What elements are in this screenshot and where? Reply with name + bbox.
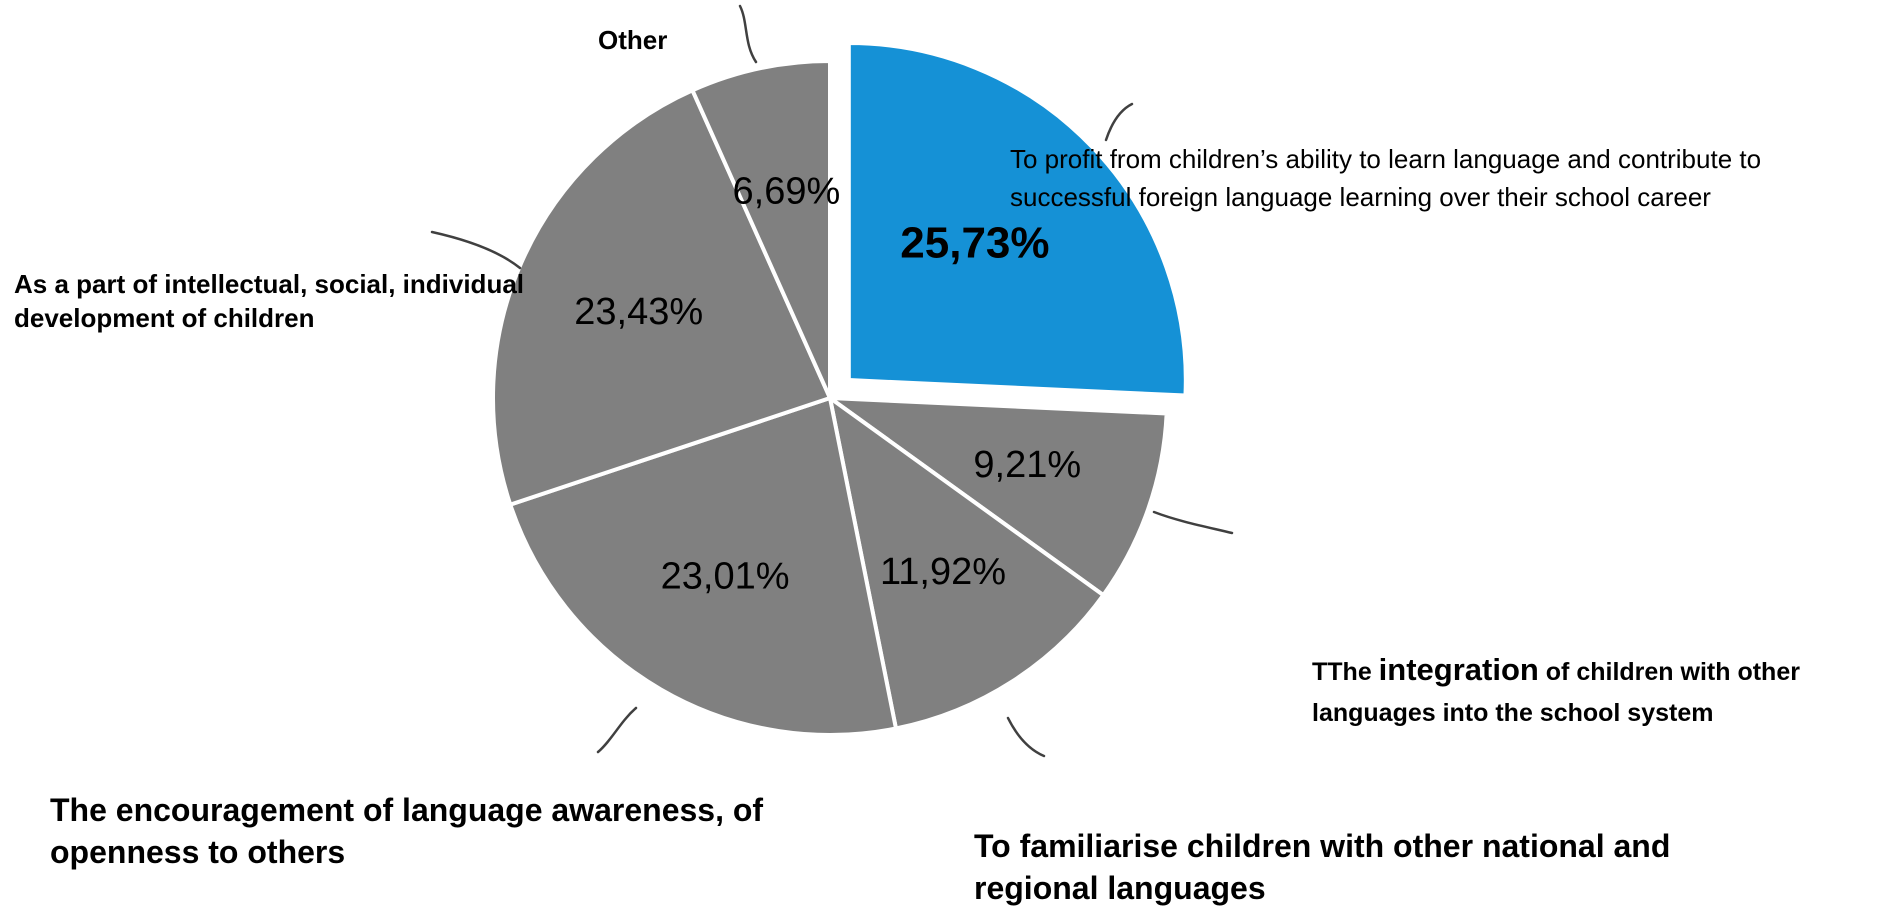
value-label-profit: 25,73% — [900, 218, 1049, 267]
leader-line-encouragement — [598, 708, 636, 752]
category-label-profit: To profit from children’s ability to lea… — [1010, 140, 1880, 217]
category-label-other: Other — [598, 24, 667, 58]
value-label-encouragement: 23,01% — [661, 556, 790, 598]
category-label-encouragement: The encouragement of language awareness,… — [50, 790, 810, 873]
category-label-integration-prefix: TThe — [1312, 658, 1379, 686]
category-label-intellectual: As a part of intellectual, social, indiv… — [14, 268, 634, 336]
value-label-integration: 9,21% — [973, 444, 1081, 486]
value-label-other: 6,69% — [733, 171, 841, 213]
leader-line-other — [740, 6, 756, 62]
leader-line-intellectual — [432, 232, 520, 268]
leader-line-integration — [1154, 512, 1232, 533]
value-label-familiarise: 11,92% — [880, 551, 1006, 593]
leader-line-profit — [1106, 104, 1132, 140]
category-label-familiarise: To familiarise children with other natio… — [974, 826, 1734, 908]
category-label-integration-emphasis: integration — [1379, 652, 1539, 687]
leader-line-familiarise — [1008, 718, 1044, 756]
category-label-integration: TThe integration of children with other … — [1312, 646, 1872, 733]
